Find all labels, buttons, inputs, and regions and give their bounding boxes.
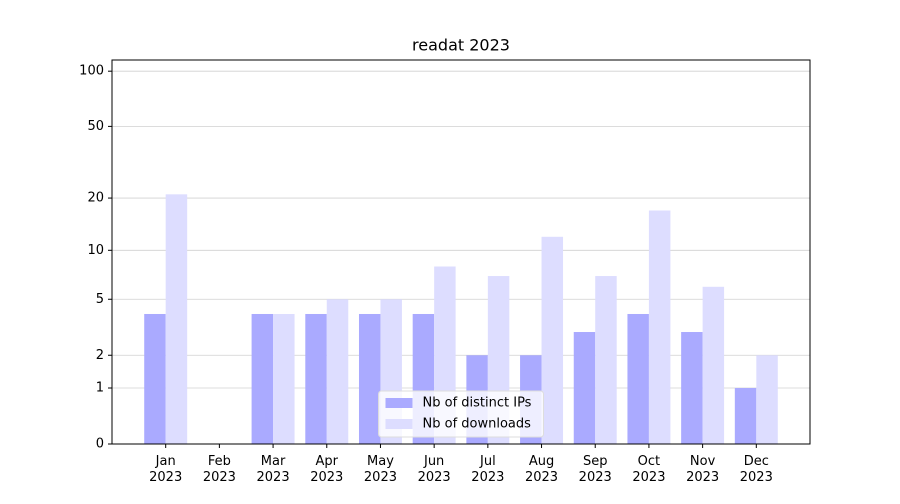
x-tick-label: Oct 2023 <box>632 454 665 485</box>
y-tick-label: 0 <box>96 437 104 452</box>
bar <box>702 286 725 444</box>
legend-label: Nb of downloads <box>423 417 532 432</box>
bar <box>541 236 564 444</box>
bar <box>627 313 649 444</box>
x-tick-label: Mar 2023 <box>257 454 290 485</box>
x-tick-label: Feb 2023 <box>203 454 236 485</box>
bar <box>734 388 757 444</box>
axes-frame <box>111 59 811 445</box>
bar <box>326 299 349 444</box>
bar <box>165 194 188 444</box>
legend-swatch <box>385 419 413 429</box>
bar <box>144 313 166 444</box>
bar <box>648 210 671 444</box>
x-tick-label: Sep 2023 <box>579 454 612 485</box>
legend-label: Nb of distinct IPs <box>423 396 532 411</box>
legend: Nb of distinct IPs Nb of downloads <box>378 390 544 438</box>
bar <box>273 313 295 444</box>
chart-title: readat 2023 <box>412 36 510 55</box>
y-tick-label: 1 <box>96 381 104 396</box>
y-tick-label: 10 <box>87 243 104 258</box>
bar <box>595 276 617 444</box>
x-tick-label: May 2023 <box>364 454 397 485</box>
bar <box>305 313 327 444</box>
bar <box>681 332 703 444</box>
y-tick-label: 5 <box>96 292 104 307</box>
y-tick-label: 100 <box>79 64 104 79</box>
y-tick-label: 20 <box>87 191 104 206</box>
x-tick-label: Aug 2023 <box>525 454 558 485</box>
bar <box>573 332 596 444</box>
x-tick-label: Nov 2023 <box>686 454 719 485</box>
x-tick-label: Apr 2023 <box>310 454 343 485</box>
x-tick-label: Jun 2023 <box>418 454 451 485</box>
legend-box <box>378 390 544 438</box>
x-tick-label: Dec 2023 <box>740 454 773 485</box>
y-tick-label: 2 <box>96 348 104 363</box>
y-tick-label: 50 <box>87 119 104 134</box>
legend-swatch <box>385 398 413 408</box>
x-tick-label: Jan 2023 <box>149 454 182 485</box>
bar <box>251 313 274 444</box>
bar <box>358 313 381 444</box>
x-tick-label: Jul 2023 <box>471 454 504 485</box>
bar <box>756 355 778 444</box>
